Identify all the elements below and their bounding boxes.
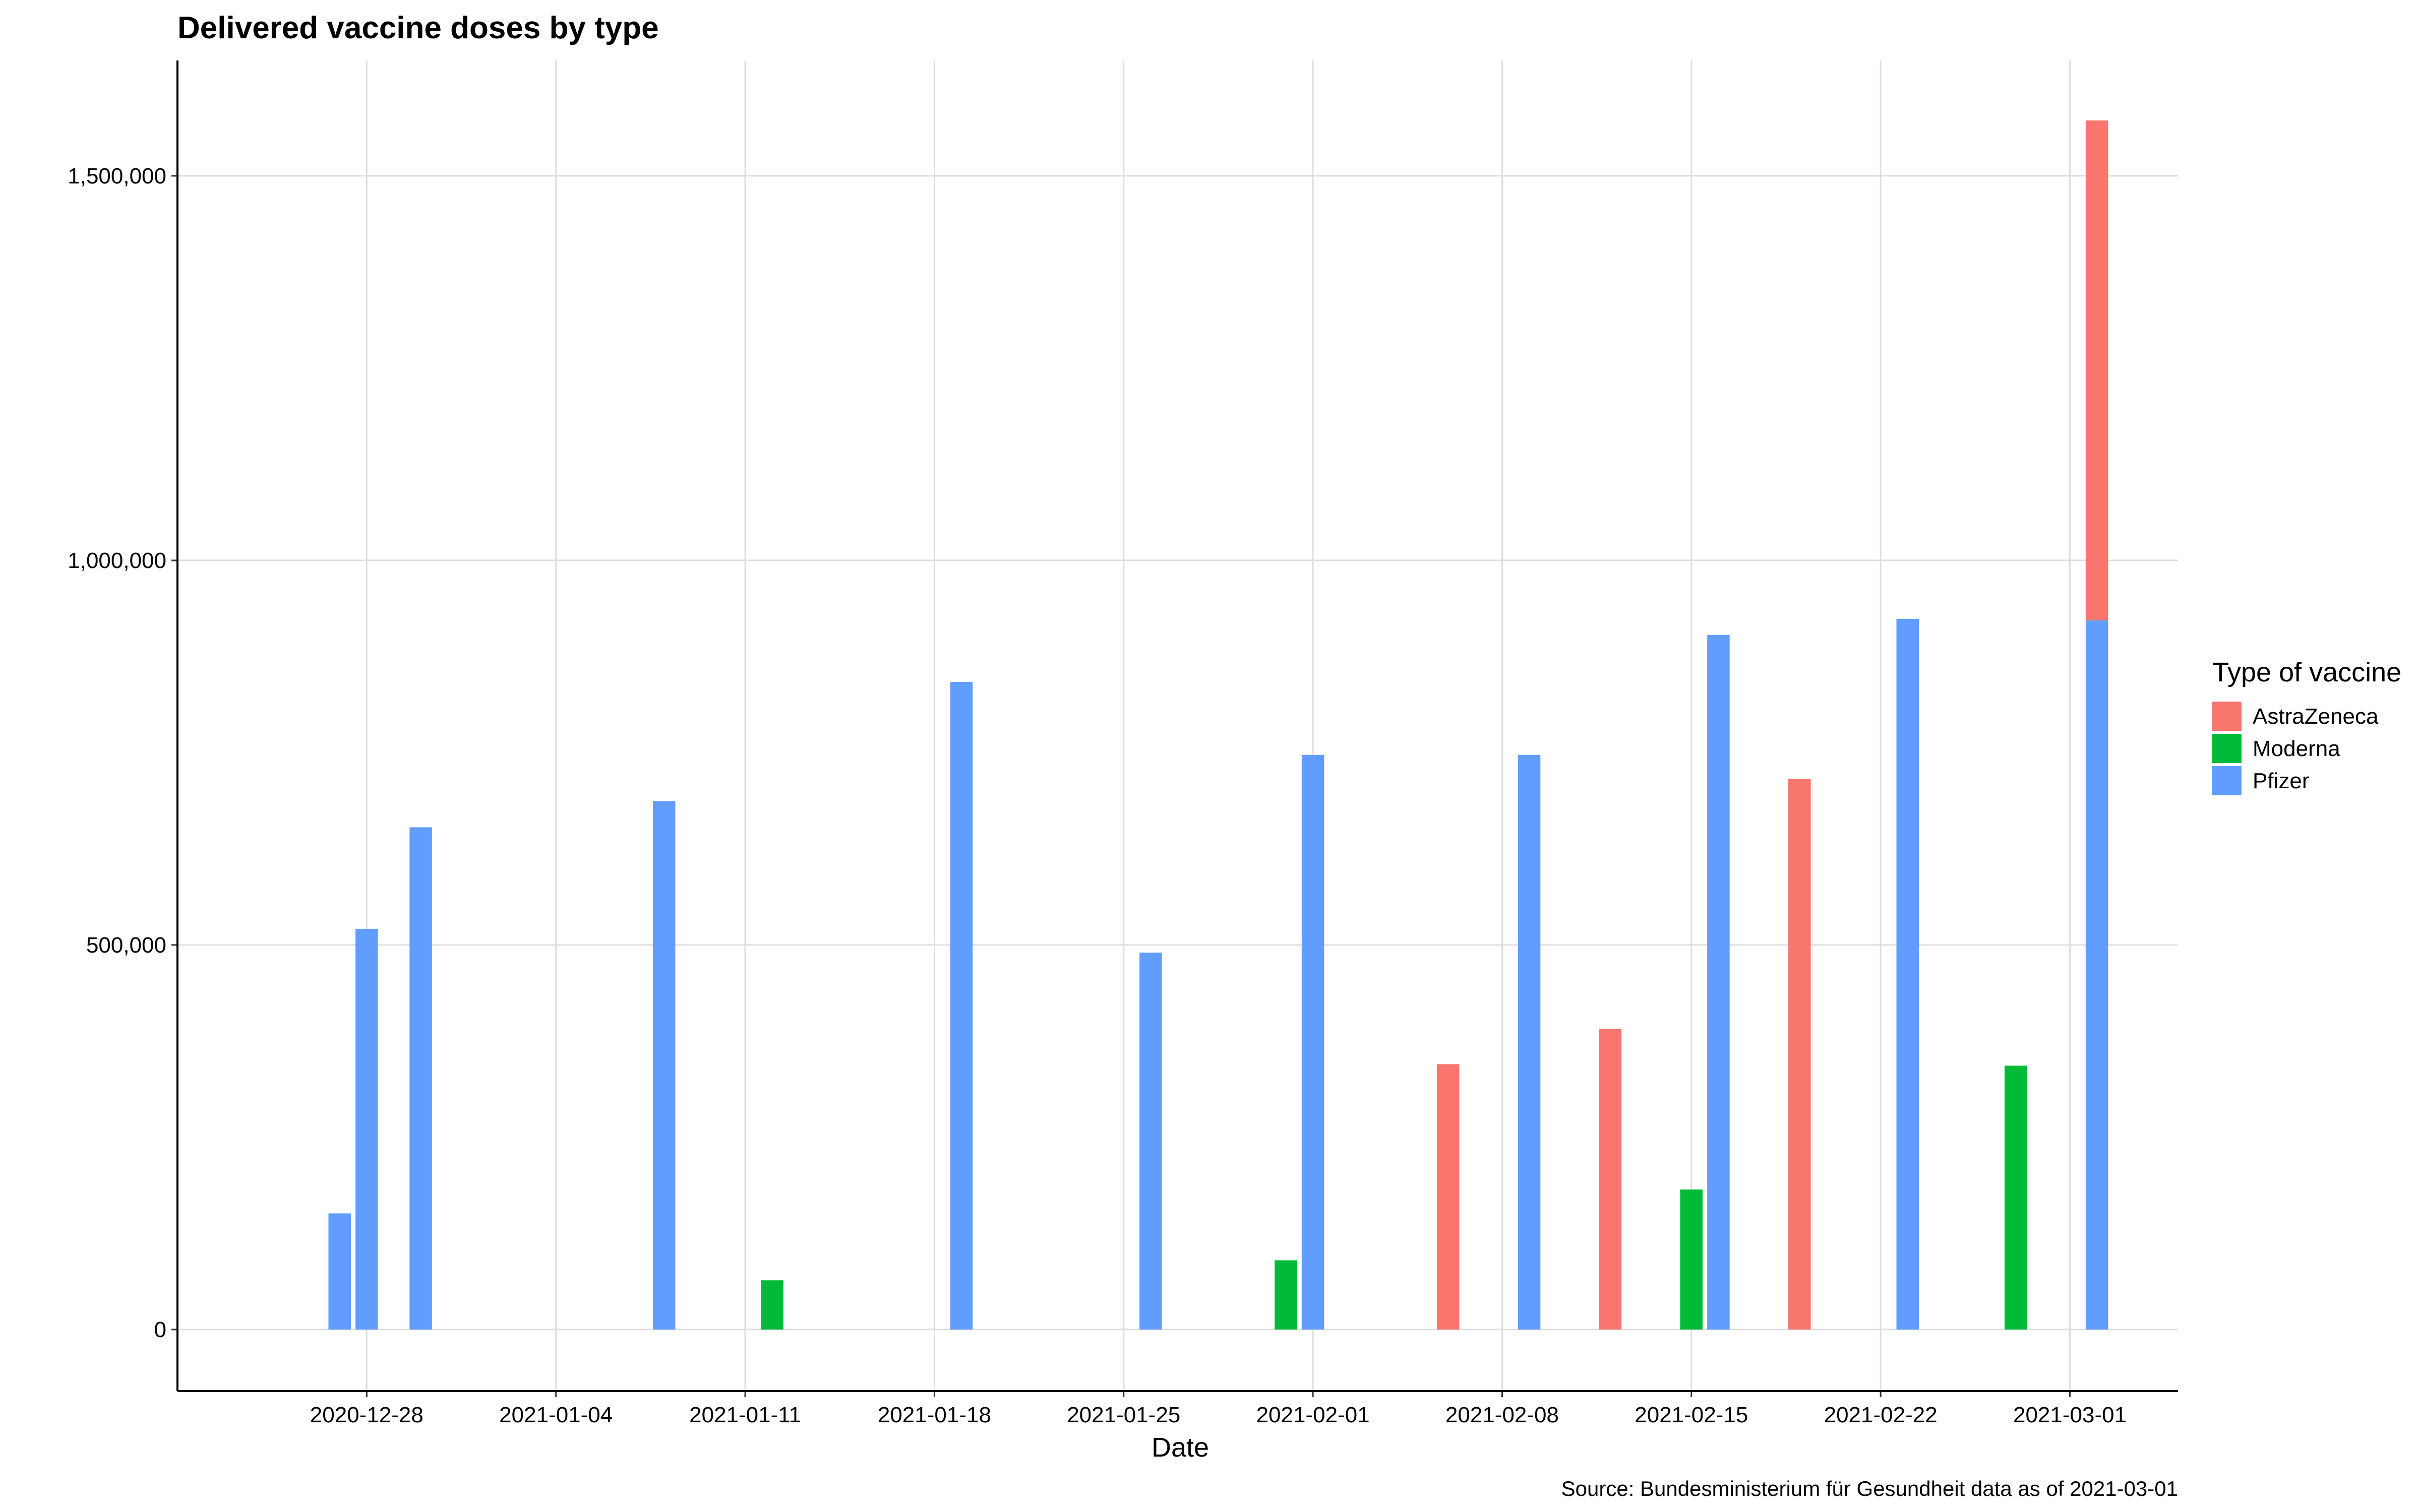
x-tick-label: 2021-02-08: [1445, 1403, 1559, 1427]
x-tick-label: 2021-01-11: [689, 1403, 801, 1427]
x-tick-label: 2021-02-22: [1824, 1403, 1938, 1427]
legend-title: Type of vaccine: [2212, 657, 2401, 687]
bar-pfizer-2021-01-19: [950, 682, 973, 1330]
bar-layer: [328, 120, 2108, 1330]
y-tick-label: 1,500,000: [68, 164, 166, 188]
bar-pfizer-2020-12-27: [328, 1213, 351, 1330]
y-tick-label: 1,000,000: [68, 548, 166, 573]
y-tick-label: 500,000: [86, 933, 166, 958]
x-tick-label: 2021-02-15: [1635, 1403, 1748, 1427]
x-tick-label: 2021-01-04: [499, 1403, 613, 1427]
bar-pfizer-2021-02-23: [1896, 618, 1919, 1330]
bar-pfizer-2021-01-26: [1139, 953, 1162, 1330]
bar-moderna-2021-02-15: [1680, 1189, 1703, 1330]
bar-pfizer-2021-01-08: [652, 801, 676, 1330]
bar-astrazeneca-2021-02-12: [1599, 1029, 1622, 1330]
chart-title: Delivered vaccine doses by type: [177, 11, 659, 45]
axis-layer: 0 500,000 1,000,000 1,500,000 2020-12-28 2021…: [68, 60, 2178, 1427]
bar-pfizer-2020-12-28: [355, 928, 378, 1330]
legend-label: AstraZeneca: [2253, 704, 2379, 729]
x-axis-title: Date: [1152, 1432, 1209, 1463]
y-tick-label: 0: [154, 1317, 166, 1342]
x-tick-label: 2021-01-25: [1067, 1403, 1180, 1427]
bar-astrazeneca-2021-03-02: [2085, 120, 2108, 620]
bar-moderna-2021-01-12: [761, 1280, 783, 1330]
bar-astrazeneca-2021-02-19: [1788, 779, 1811, 1330]
legend-key-moderna: [2212, 734, 2242, 763]
bar-moderna-2021-01-31: [1275, 1260, 1297, 1330]
legend: Type of vaccine AstraZeneca Moderna Pfizer: [2212, 657, 2401, 795]
legend-key-pfizer: [2212, 766, 2242, 795]
bar-moderna-2021-02-27: [2005, 1065, 2027, 1330]
bar-astrazeneca-2021-02-06: [1436, 1064, 1460, 1330]
bar-pfizer-2021-02-16: [1707, 635, 1730, 1330]
legend-label: Moderna: [2253, 736, 2340, 761]
bar-pfizer-2021-03-02: [2085, 620, 2108, 1330]
legend-key-astrazeneca: [2212, 702, 2242, 731]
bar-pfizer-2021-02-09: [1518, 754, 1541, 1330]
legend-label: Pfizer: [2253, 769, 2309, 793]
x-tick-label: 2020-12-28: [310, 1403, 424, 1427]
bar-pfizer-2021-02-01: [1301, 754, 1324, 1330]
x-tick-label: 2021-01-18: [878, 1403, 991, 1427]
x-tick-label: 2021-03-01: [2013, 1403, 2127, 1427]
source-caption: Source: Bundesministerium für Gesundheit…: [1561, 1477, 2178, 1500]
x-tick-label: 2021-02-01: [1256, 1403, 1370, 1427]
bar-pfizer-2020-12-30: [409, 827, 432, 1330]
